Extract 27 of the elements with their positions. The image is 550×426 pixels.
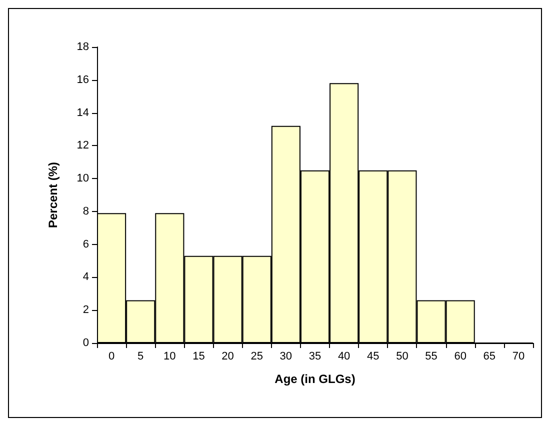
y-axis-title: Percent (%) [46,162,60,228]
x-tick-label: 70 [512,350,525,362]
y-tick-label: 4 [82,271,89,284]
y-tick-label: 0 [82,337,89,349]
x-tick-label: 45 [367,350,380,362]
x-tick-label: 65 [483,350,496,362]
y-tick-label: 10 [76,172,89,185]
x-tick-label: 0 [108,350,115,362]
y-tick-label: 8 [82,205,89,218]
y-tick-label: 2 [82,304,89,316]
y-tick-label: 16 [76,74,89,86]
x-tick-label: 25 [250,350,263,362]
x-tick-label: 35 [308,350,322,362]
x-tick-label: 30 [280,350,292,362]
y-tick-label: 18 [76,41,89,53]
x-tick-label: 55 [425,350,438,362]
x-tick-label: 5 [138,350,144,362]
x-axis-title: Age (in GLGs) [274,372,356,386]
x-tick-label: 15 [192,350,205,362]
x-tick-label: 40 [338,350,350,362]
x-tick-label: 60 [454,350,466,362]
x-tick-label: 10 [164,350,176,362]
y-tick-label: 14 [76,106,89,119]
y-tick-label: 6 [82,238,89,250]
x-tick-label: 50 [396,350,408,362]
x-tick-label: 20 [222,350,234,362]
y-tick-label: 12 [76,140,89,152]
